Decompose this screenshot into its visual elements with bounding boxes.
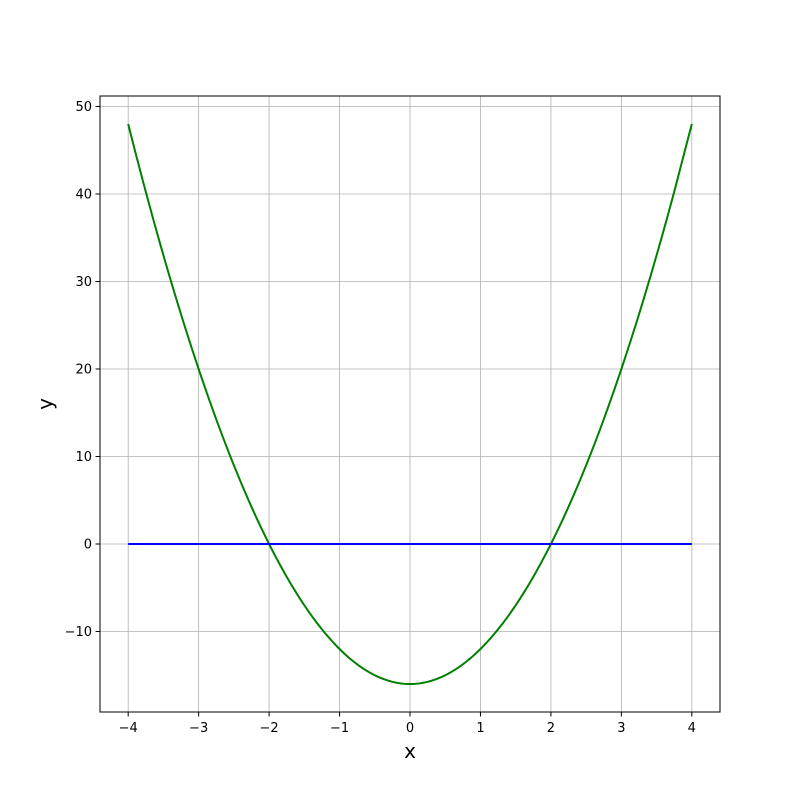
y-axis-label: y [33, 398, 57, 410]
y-tick-label: 30 [75, 275, 92, 290]
x-tick-label: −2 [260, 721, 279, 736]
series-group [127, 123, 693, 686]
parabola-line [127, 123, 693, 686]
x-tick-label: −3 [189, 721, 208, 736]
x-tick-label: 0 [406, 721, 414, 736]
y-tick-label: 20 [75, 363, 92, 378]
x-axis-label: x [404, 739, 416, 763]
y-tick-label: −10 [65, 625, 92, 640]
y-tick-label: 0 [84, 538, 92, 553]
y-tick-label: 50 [75, 100, 92, 115]
x-tick-label: −4 [119, 721, 138, 736]
grid [100, 96, 720, 712]
y-tick-label: 10 [75, 450, 92, 465]
y-tick-label: 40 [75, 188, 92, 203]
x-tick-label: 3 [617, 721, 625, 736]
x-tick-label: 1 [476, 721, 484, 736]
x-tick-label: −1 [330, 721, 349, 736]
x-tick-label: 4 [688, 721, 696, 736]
x-tick-label: 2 [547, 721, 555, 736]
